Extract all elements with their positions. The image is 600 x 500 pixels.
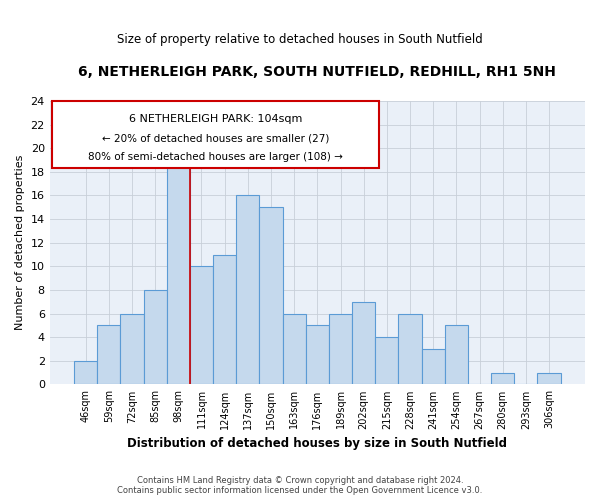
X-axis label: Distribution of detached houses by size in South Nutfield: Distribution of detached houses by size … — [127, 437, 508, 450]
FancyBboxPatch shape — [52, 101, 379, 168]
Bar — [306, 326, 329, 384]
Bar — [538, 372, 560, 384]
Bar — [259, 208, 283, 384]
Bar — [167, 160, 190, 384]
Bar — [213, 254, 236, 384]
Bar — [352, 302, 375, 384]
Text: 6 NETHERLEIGH PARK: 104sqm: 6 NETHERLEIGH PARK: 104sqm — [129, 114, 302, 124]
Bar — [190, 266, 213, 384]
Bar — [74, 361, 97, 384]
Bar — [143, 290, 167, 384]
Text: ← 20% of detached houses are smaller (27): ← 20% of detached houses are smaller (27… — [102, 133, 329, 143]
Bar — [329, 314, 352, 384]
Text: 80% of semi-detached houses are larger (108) →: 80% of semi-detached houses are larger (… — [88, 152, 343, 162]
Bar — [121, 314, 143, 384]
Bar — [398, 314, 422, 384]
Bar — [491, 372, 514, 384]
Title: 6, NETHERLEIGH PARK, SOUTH NUTFIELD, REDHILL, RH1 5NH: 6, NETHERLEIGH PARK, SOUTH NUTFIELD, RED… — [79, 65, 556, 79]
Text: Size of property relative to detached houses in South Nutfield: Size of property relative to detached ho… — [117, 32, 483, 46]
Bar — [422, 349, 445, 384]
Text: Contains HM Land Registry data © Crown copyright and database right 2024.
Contai: Contains HM Land Registry data © Crown c… — [118, 476, 482, 495]
Y-axis label: Number of detached properties: Number of detached properties — [15, 155, 25, 330]
Bar — [236, 196, 259, 384]
Bar — [283, 314, 306, 384]
Bar — [97, 326, 121, 384]
Bar — [375, 337, 398, 384]
Bar — [445, 326, 468, 384]
